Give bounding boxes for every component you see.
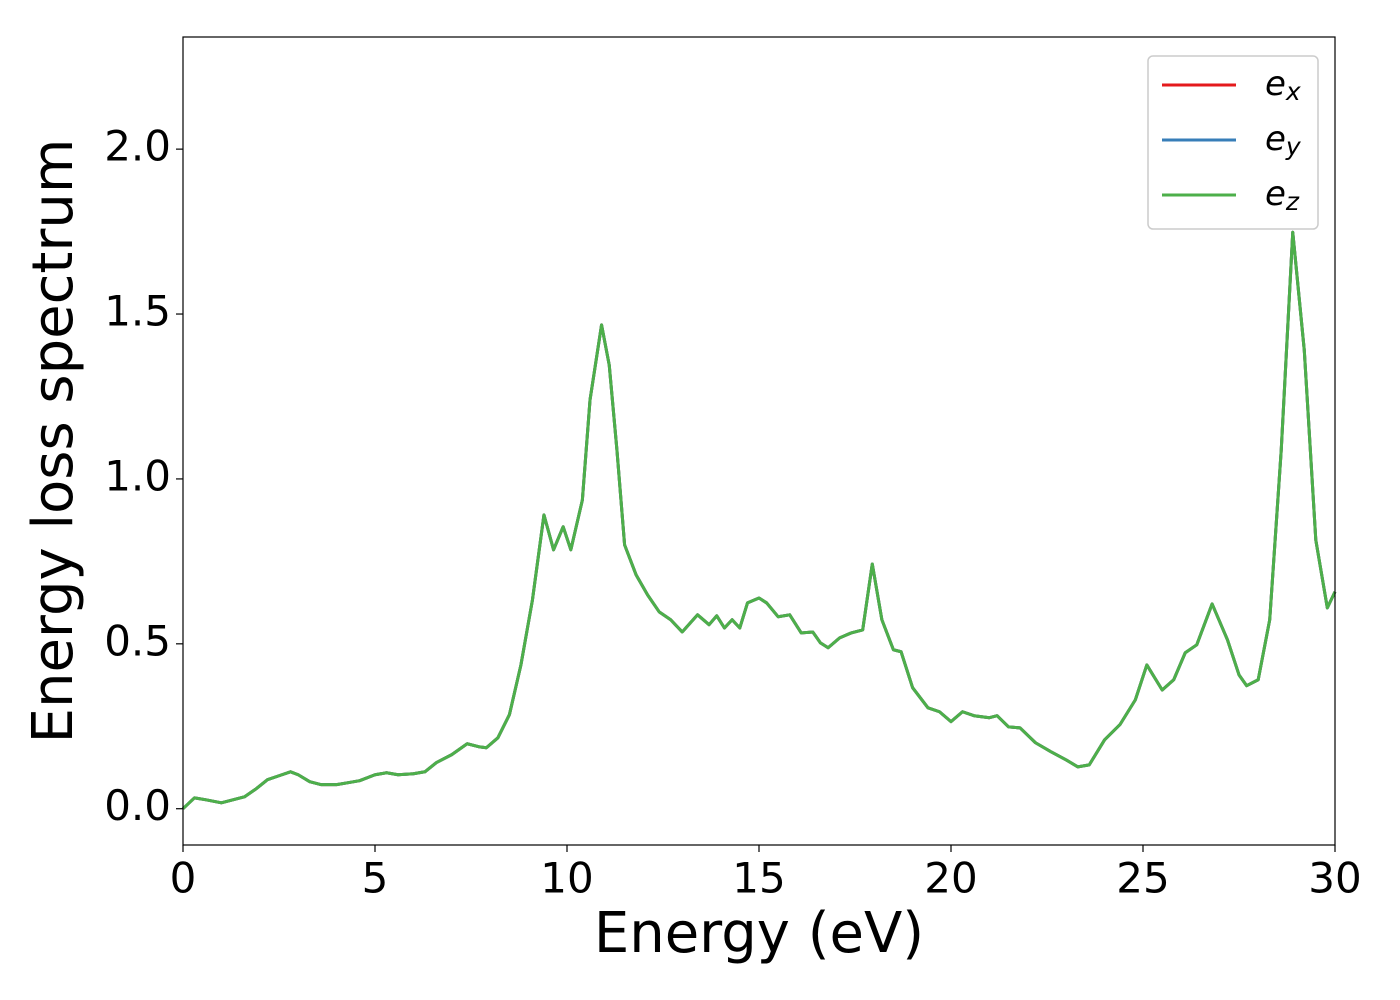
legend-label: ez [1265,174,1300,217]
x-axis-label: Energy (eV) [594,901,924,966]
y-axis-label: Energy loss spectrum [21,139,86,744]
x-tick-label: 20 [924,854,977,903]
x-tick-label: 10 [540,854,593,903]
x-tick-label: 25 [1116,854,1169,903]
legend-label: ey [1265,119,1302,162]
x-tick-label: 15 [732,854,785,903]
series-line [181,230,1337,810]
y-tick-label: 1.0 [104,451,171,500]
y-tick-label: 0.0 [104,781,171,830]
x-tick-label: 0 [170,854,197,903]
plot-frame [182,36,1336,846]
x-tick-label: 5 [362,854,389,903]
y-tick-label: 0.5 [104,616,171,665]
x-tick-label: 30 [1308,854,1361,903]
y-tick-label: 1.5 [104,287,171,336]
series-line [181,230,1337,810]
legend-label: ex [1265,64,1301,107]
legend-box [1147,55,1319,230]
y-tick-label: 2.0 [104,122,171,171]
series-line [181,230,1337,810]
